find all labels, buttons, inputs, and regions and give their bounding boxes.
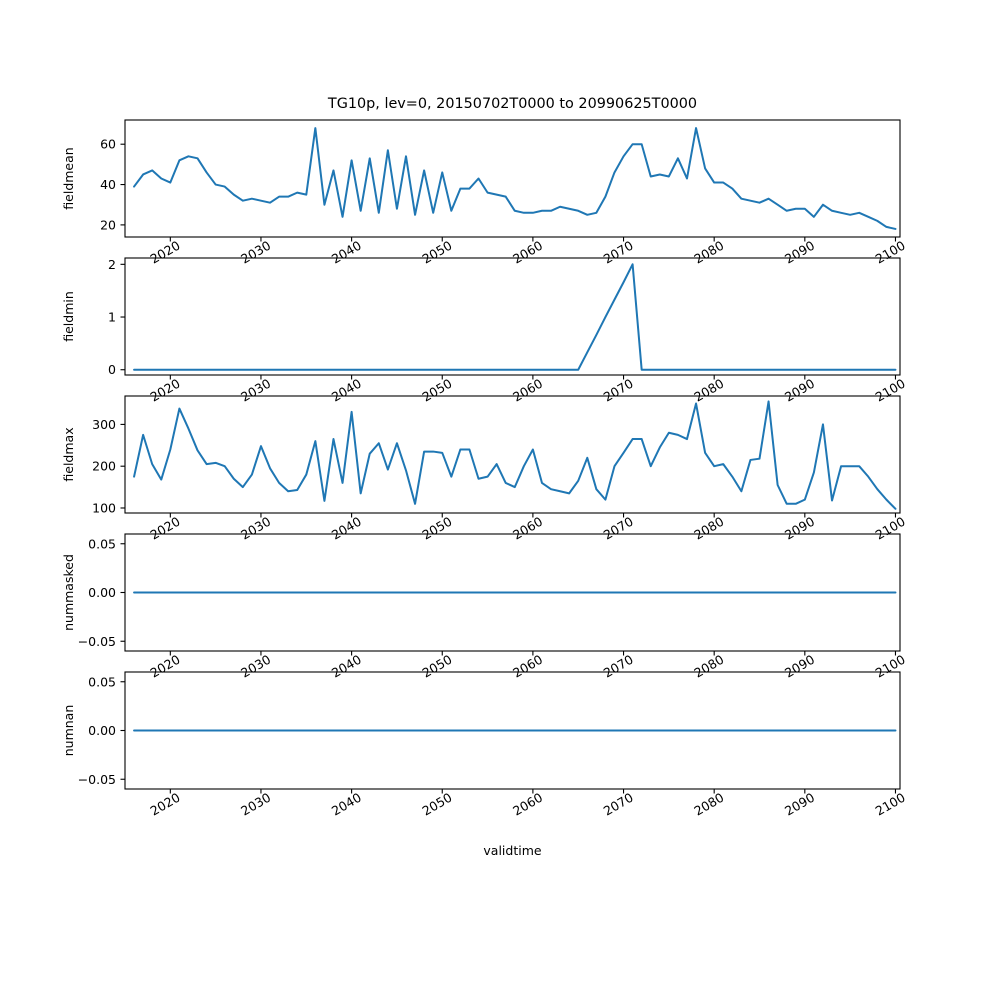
xtick-label-fieldmax: 2080	[691, 514, 726, 543]
xtick-label-numnan: 2070	[601, 790, 636, 819]
xtick-label-fieldmean: 2080	[691, 238, 726, 267]
xtick-label-fieldmax: 2030	[238, 514, 273, 543]
xtick-label-nummasked: 2060	[510, 652, 545, 681]
xtick-label-numnan: 2020	[148, 790, 183, 819]
plot-frame-fieldmin	[124, 257, 901, 376]
xtick-label-fieldmean: 2030	[238, 238, 273, 267]
plot-frame-fieldmax	[124, 395, 901, 514]
xtick-label-fieldmin: 2090	[782, 376, 817, 405]
xtick-label-numnan: 2060	[510, 790, 545, 819]
ytick-label-fieldmean: 20	[100, 217, 116, 232]
subplot-numnan: −0.05 0.00 0.05 2020 2030 2040 2050 2060 2070 208…	[61, 671, 908, 819]
xtick-label-fieldmean: 2100	[873, 238, 908, 267]
xtick-label-nummasked: 2090	[782, 652, 817, 681]
xtick-label-nummasked: 2070	[601, 652, 636, 681]
subplot-fieldmax: 100 200 300 2020 2030 2040 2050 2060 2070 2080 209…	[61, 395, 908, 543]
xtick-label-fieldmean: 2040	[329, 238, 364, 267]
xtick-label-fieldmin: 2020	[148, 376, 183, 405]
xlabel: validtime	[483, 843, 541, 858]
ytick-label-fieldmax: 100	[92, 500, 116, 515]
xtick-label-nummasked: 2050	[419, 652, 454, 681]
xtick-label-fieldmean: 2020	[148, 238, 183, 267]
ytick-label-numnan: −0.05	[78, 772, 116, 787]
data-line-fieldmin	[133, 263, 897, 371]
subplot-fieldmin: 0 1 2 2020 2030 2040 2050 2060 2070 2080 2090 2100 f…	[61, 257, 908, 405]
xtick-label-fieldmax: 2020	[148, 514, 183, 543]
xtick-label-fieldmin: 2080	[691, 376, 726, 405]
ytick-label-numnan: 0.05	[88, 674, 116, 689]
ylabel-numnan: numnan	[61, 705, 76, 757]
xtick-label-fieldmin: 2070	[601, 376, 636, 405]
ytick-label-fieldmin: 1	[108, 310, 116, 325]
xtick-label-fieldmean: 2070	[601, 238, 636, 267]
subplot-nummasked: −0.05 0.00 0.05 2020 2030 2040 2050 2060 2070 208…	[61, 533, 908, 681]
ytick-label-nummasked: −0.05	[78, 634, 116, 649]
ytick-label-numnan: 0.00	[88, 723, 116, 738]
xtick-label-fieldmax: 2050	[419, 514, 454, 543]
ylabel-nummasked: nummasked	[61, 554, 76, 631]
xtick-label-fieldmin: 2060	[510, 376, 545, 405]
xtick-label-numnan: 2050	[419, 790, 454, 819]
ytick-label-fieldmin: 2	[108, 257, 116, 272]
xtick-label-numnan: 2080	[691, 790, 726, 819]
xtick-label-fieldmin: 2100	[873, 376, 908, 405]
xtick-label-fieldmax: 2060	[510, 514, 545, 543]
xtick-label-fieldmean: 2090	[782, 238, 817, 267]
xtick-label-fieldmax: 2040	[329, 514, 364, 543]
data-line-fieldmean	[133, 127, 897, 230]
ylabel-fieldmean: fieldmean	[61, 147, 76, 209]
xtick-label-nummasked: 2020	[148, 652, 183, 681]
ytick-label-nummasked: 0.00	[88, 585, 116, 600]
ylabel-fieldmin: fieldmin	[61, 291, 76, 342]
xtick-label-fieldmean: 2060	[510, 238, 545, 267]
ylabel-fieldmax: fieldmax	[61, 427, 76, 481]
xtick-label-numnan: 2090	[782, 790, 817, 819]
plot-frame-fieldmean	[124, 119, 901, 238]
ytick-label-fieldmax: 300	[92, 417, 116, 432]
ytick-label-nummasked: 0.05	[88, 536, 116, 551]
xtick-label-fieldmean: 2050	[419, 238, 454, 267]
xtick-label-numnan: 2040	[329, 790, 364, 819]
ytick-label-fieldmax: 200	[92, 459, 116, 474]
xtick-label-nummasked: 2040	[329, 652, 364, 681]
xtick-label-fieldmin: 2050	[419, 376, 454, 405]
xtick-label-fieldmax: 2090	[782, 514, 817, 543]
xtick-label-nummasked: 2100	[873, 652, 908, 681]
ytick-label-fieldmean: 40	[100, 177, 116, 192]
figure-title: TG10p, lev=0, 20150702T0000 to 20990625T…	[327, 96, 697, 112]
xtick-label-nummasked: 2030	[238, 652, 273, 681]
data-line-fieldmax	[133, 400, 897, 510]
xtick-label-fieldmin: 2030	[238, 376, 273, 405]
xtick-label-fieldmax: 2070	[601, 514, 636, 543]
xtick-label-fieldmax: 2100	[873, 514, 908, 543]
xtick-label-fieldmin: 2040	[329, 376, 364, 405]
ytick-label-fieldmin: 0	[108, 362, 116, 377]
xtick-label-numnan: 2030	[238, 790, 273, 819]
ytick-label-fieldmean: 60	[100, 137, 116, 152]
xtick-label-nummasked: 2080	[691, 652, 726, 681]
xtick-label-numnan: 2100	[873, 790, 908, 819]
